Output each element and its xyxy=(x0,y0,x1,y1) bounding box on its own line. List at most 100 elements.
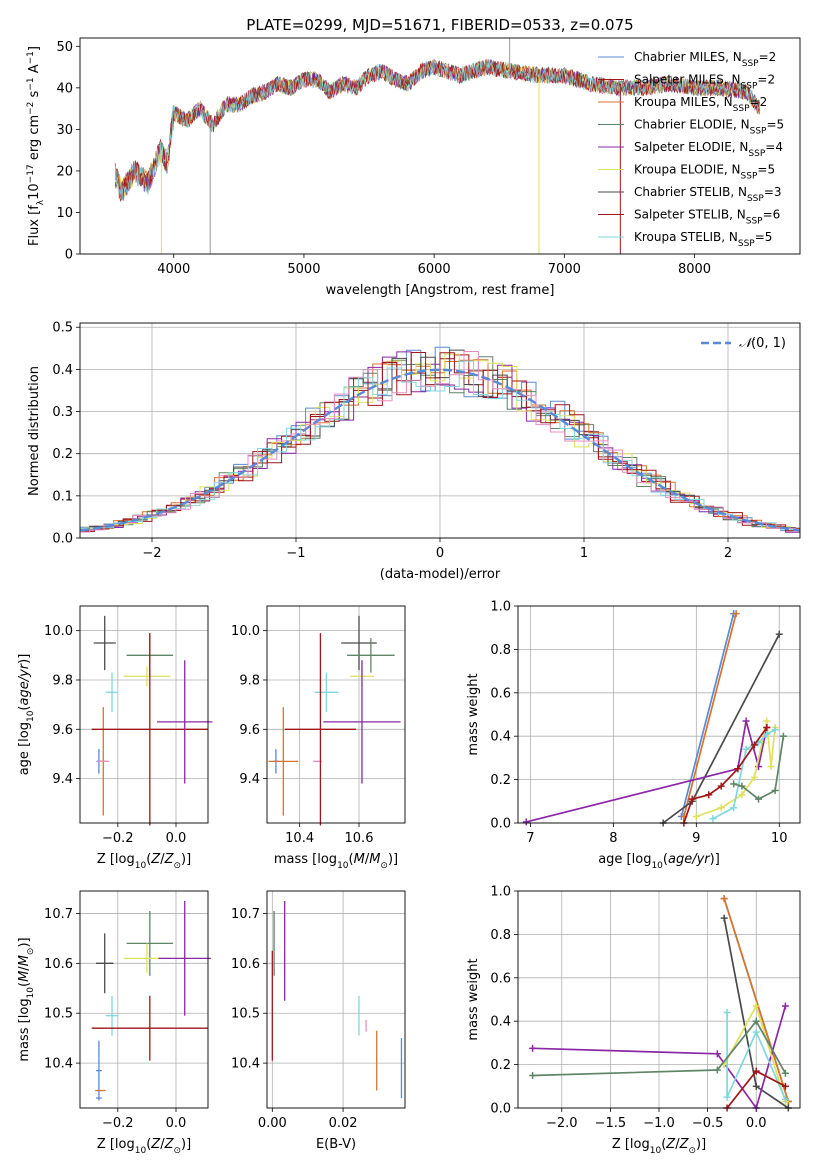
weight-marker xyxy=(734,765,742,773)
label-part: Chabrier ELODIE, N xyxy=(634,118,750,132)
label-part: =2 xyxy=(750,95,768,109)
weight-marker xyxy=(692,812,700,820)
legend-label: Salpeter MILES, NSSP=2 xyxy=(634,73,775,92)
label-part: )] xyxy=(17,937,32,947)
label-part: SSP xyxy=(746,217,763,227)
label-part: )] xyxy=(17,654,32,664)
label-part: )] xyxy=(388,852,398,867)
data-point xyxy=(91,633,208,826)
y-tick-label: 10.6 xyxy=(231,957,260,972)
x-tick-label: −0.2 xyxy=(102,1116,134,1131)
label-part: )] xyxy=(696,1137,706,1152)
weight-marker xyxy=(752,1067,760,1075)
label-part: )] xyxy=(710,852,720,867)
label-part: ( xyxy=(661,1137,666,1152)
weight-marker xyxy=(529,1071,537,1079)
legend-label: Salpeter ELODIE, NSSP=4 xyxy=(634,140,783,159)
x-tick-label: 8 xyxy=(609,831,617,846)
y-tick-label: 10.4 xyxy=(44,1057,73,1072)
mass-vs-Z-panel: −0.2 0.010.410.510.610.7Z [log10(Z/Z⊙)]ma… xyxy=(17,890,211,1156)
label-part: −1 xyxy=(26,77,36,90)
y-tick-label: 0.6 xyxy=(490,971,511,986)
weight-marker xyxy=(775,630,783,638)
axes-frame xyxy=(79,37,801,255)
weight-marker xyxy=(755,795,763,803)
label-part: )] xyxy=(181,852,191,867)
weight-marker xyxy=(763,717,771,725)
label-part: ( xyxy=(146,1137,151,1152)
label-part: Flux [f xyxy=(27,205,42,246)
label-part: M xyxy=(17,955,32,966)
y-tick-label: 0.4 xyxy=(490,1015,511,1030)
y-tick-label: 0 xyxy=(65,248,73,263)
legend-label: Kroupa STELIB, NSSP=5 xyxy=(634,230,772,249)
label-part: SSP xyxy=(733,104,750,114)
label-part: Z xyxy=(679,1137,690,1152)
x-tick-label: −1.5 xyxy=(595,1116,627,1131)
legend-label: Kroupa ELODIE, NSSP=5 xyxy=(634,163,775,182)
y-tick-label: 0.8 xyxy=(490,643,511,658)
label-part: / xyxy=(17,966,32,971)
age-vs-Z-panel: −0.2 0.09.49.69.810.0Z [log10(Z/Z⊙)]age [… xyxy=(17,605,213,871)
spectrum-panel: 4000 5000 6000 7000 8000 0 10 20 30 40 50 Chabrier … xyxy=(26,37,801,298)
label-part: age/yr xyxy=(17,662,32,705)
data-point xyxy=(284,633,357,826)
label-part: ( xyxy=(146,852,151,867)
y-tick-label: 9.6 xyxy=(52,723,73,738)
data-point xyxy=(157,660,213,784)
label-part: SSP xyxy=(741,82,758,92)
data-point xyxy=(105,672,119,713)
y-tick-label: 0.5 xyxy=(52,321,73,336)
weight-marker xyxy=(713,1050,721,1058)
weight-marker xyxy=(709,815,717,823)
label-part: −2 xyxy=(26,102,36,115)
axes-frame xyxy=(79,605,209,824)
label-part: −17 xyxy=(26,164,36,183)
y-tick-label: 9.4 xyxy=(239,772,260,787)
label-part: Z [log xyxy=(97,1137,135,1152)
weight-marker xyxy=(781,1069,789,1077)
data-point xyxy=(93,615,116,671)
label-part: mass [log xyxy=(274,852,337,867)
label-part: Z xyxy=(150,1137,161,1152)
data-point xyxy=(96,933,114,994)
label-part: =5 xyxy=(757,163,775,177)
weight-marker xyxy=(750,773,758,781)
weight-marker xyxy=(730,780,738,788)
y-axis-label: Normed distribution xyxy=(27,366,42,496)
label-part: λ xyxy=(36,199,46,205)
label-part: Chabrier STELIB, N xyxy=(634,185,747,199)
weight-marker xyxy=(750,741,758,749)
label-part: Salpeter ELODIE, N xyxy=(634,140,748,154)
x-tick-label: 0 xyxy=(436,546,444,561)
x-tick-label: 7 xyxy=(526,831,534,846)
y-tick-label: 10.7 xyxy=(44,907,73,922)
histogram-step xyxy=(80,351,800,533)
label-part: =3 xyxy=(764,185,782,199)
data-point xyxy=(268,707,299,816)
label-part: Z xyxy=(164,1137,175,1152)
weight-marker xyxy=(771,726,779,734)
figure-title: PLATE=0299, MJD=51671, FIBERID=0533, z=0… xyxy=(246,16,633,34)
label-part: 10 xyxy=(27,183,42,200)
label-part: ⊙ xyxy=(380,861,388,871)
y-tick-label: 10 xyxy=(56,206,73,221)
y-axis-label: mass [log10(M/M⊙)] xyxy=(17,937,36,1061)
weight-marker xyxy=(713,1066,721,1074)
y-tick-label: 10.6 xyxy=(44,957,73,972)
weight-marker xyxy=(771,786,779,794)
label-part: ( xyxy=(349,852,354,867)
legend-label: Kroupa MILES, NSSP=2 xyxy=(634,95,767,114)
x-tick-label: −1 xyxy=(286,546,305,561)
x-axis-label: (data-model)/error xyxy=(380,567,501,582)
label-part: SSP xyxy=(742,59,759,69)
label-part: ⊙ xyxy=(173,861,181,871)
label-part: ] xyxy=(27,46,42,51)
y-tick-label: 0.0 xyxy=(490,817,511,832)
histogram-step xyxy=(80,360,800,531)
label-part: 10 xyxy=(651,861,663,871)
weight-marker xyxy=(732,610,740,618)
y-tick-label: 10.5 xyxy=(231,1007,260,1022)
x-tick-label: 0.0 xyxy=(746,1116,767,1131)
